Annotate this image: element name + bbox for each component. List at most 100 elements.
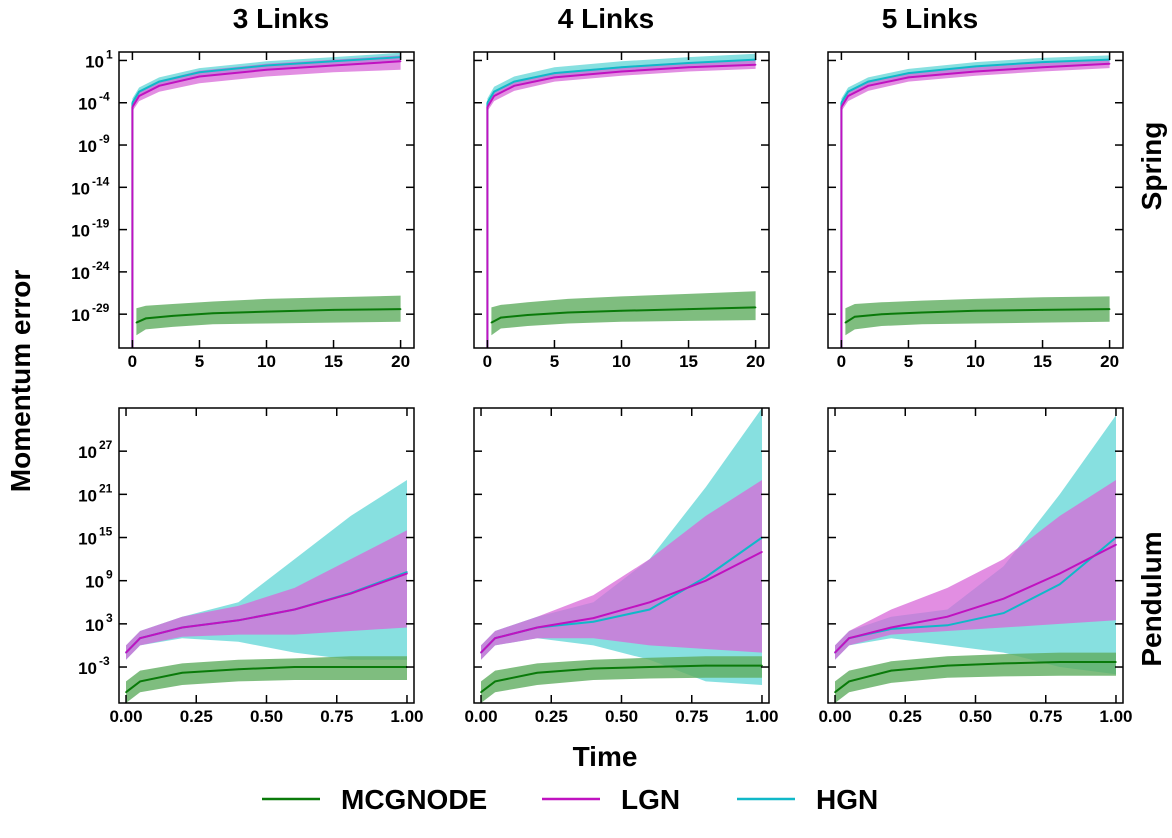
point-lgn (406, 572, 408, 575)
y-tick-exponent: -24 (92, 259, 110, 273)
band-lgn (481, 480, 762, 660)
point-lgn (848, 637, 850, 639)
point-lgn (399, 60, 402, 63)
x-tick-label: 0.50 (605, 707, 638, 726)
point-mcgnode (237, 668, 240, 670)
band-mcgnode (481, 656, 762, 703)
y-tick-label: 10 -29 (71, 301, 110, 325)
point-mcgnode (1115, 661, 1117, 663)
x-tick-label: 5 (550, 352, 559, 371)
y-tick-label: 10 3 (85, 611, 113, 635)
point-mcgnode (974, 310, 977, 312)
point-mcgnode (620, 310, 623, 312)
point-mcgnode (1002, 662, 1005, 665)
point-mcgnode (399, 308, 402, 310)
point-mcgnode (480, 691, 482, 693)
point-lgn (705, 579, 707, 582)
y-tick-label: 10 15 (78, 525, 113, 549)
point-lgn (890, 626, 892, 629)
point-lgn (592, 617, 595, 619)
point-hgn (138, 90, 140, 93)
point-hgn (907, 72, 910, 74)
band-lgn (132, 55, 401, 112)
x-tick-label: 20 (746, 352, 765, 371)
panel-spring-5-links-plot-area (840, 55, 1111, 348)
point-lgn (1115, 543, 1117, 546)
point-hgn (198, 71, 201, 74)
point-mcgnode (139, 680, 141, 683)
point-lgn (350, 592, 352, 595)
point-mcgnode (848, 680, 850, 683)
point-hgn (406, 571, 408, 573)
point-mcgnode (844, 321, 847, 324)
point-mcgnode (494, 680, 496, 683)
point-lgn (1041, 66, 1044, 68)
point-mcgnode (921, 311, 923, 314)
point-lgn (1059, 572, 1061, 575)
point-mcgnode (705, 664, 707, 667)
x-tick-label: 0.75 (675, 707, 708, 726)
x-tick-label: 0.75 (1029, 707, 1062, 726)
point-mcgnode (526, 314, 529, 316)
point-lgn (158, 85, 160, 87)
y-axis-label: Momentum error (5, 270, 36, 493)
point-mcgnode (1108, 308, 1111, 310)
x-tick-label: 0.00 (109, 707, 142, 726)
panel-pendulum-4-links: 0.00 0.25 0.50 0.75 1.00 (464, 407, 779, 726)
y-tick-base: 10 (71, 306, 90, 325)
point-lgn (198, 75, 201, 78)
x-tick-label: 0.00 (818, 707, 851, 726)
x-tick-label: 10 (257, 352, 276, 371)
point-hgn (332, 60, 335, 63)
point-lgn (834, 651, 836, 654)
x-tick-label: 5 (904, 352, 913, 371)
y-tick-exponent: 3 (106, 611, 113, 625)
point-lgn (494, 637, 496, 639)
point-mcgnode (648, 666, 651, 668)
y-tick-base: 10 (85, 52, 104, 71)
point-lgn (974, 70, 977, 73)
point-mcgnode (212, 312, 214, 315)
y-tick-label: 10 -9 (78, 132, 110, 156)
row-label-spring: Spring (1136, 122, 1167, 211)
y-tick-label: 10 -19 (71, 217, 110, 241)
point-lgn (293, 608, 296, 611)
point-lgn (553, 76, 556, 79)
point-mcgnode (171, 315, 174, 317)
point-mcgnode (854, 315, 856, 318)
y-tick-base: 10 (85, 616, 104, 635)
point-mcgnode (754, 306, 757, 309)
legend-label-mcgnode: MCGNODE (341, 784, 487, 815)
x-tick-label: 10 (966, 352, 985, 371)
point-hgn (513, 80, 515, 83)
band-mcgnode (491, 291, 756, 336)
point-mcgnode (181, 672, 183, 674)
panel-spring-4-links-plot-area (486, 53, 757, 348)
point-mcgnode (293, 666, 296, 668)
point-mcgnode (500, 316, 502, 319)
point-lgn (139, 637, 141, 639)
x-tick-label: 10 (612, 352, 631, 371)
point-hgn (1041, 61, 1044, 63)
point-hgn (946, 624, 949, 627)
point-hgn (620, 66, 623, 68)
point-hgn (974, 65, 977, 68)
point-mcgnode (145, 317, 147, 320)
panel-pendulum-5-links-plot-area (834, 415, 1117, 703)
x-tick-label: 0.25 (889, 707, 922, 726)
legend-label-hgn: HGN (816, 784, 878, 815)
y-tick-base: 10 (78, 486, 97, 505)
x-tick-label: 20 (391, 352, 410, 371)
y-tick-label: 10 -3 (78, 654, 110, 678)
x-tick-label: 0 (837, 352, 846, 371)
panel-pendulum-4-links-plot-area (480, 408, 763, 703)
x-tick-label: 20 (1100, 352, 1119, 371)
point-lgn (761, 551, 763, 553)
y-tick-label: 10 -14 (71, 174, 110, 198)
panel-spring-5-links: 0 5 10 15 20 (827, 51, 1124, 371)
x-axis-label: Time (573, 741, 638, 772)
y-tick-label: 10 -4 (78, 90, 110, 114)
